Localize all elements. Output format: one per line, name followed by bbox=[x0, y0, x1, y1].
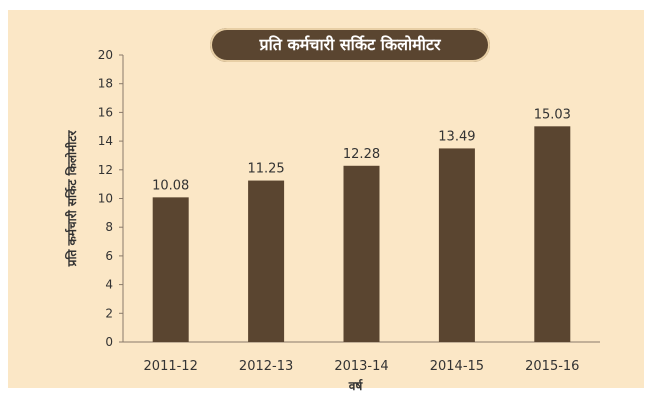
y-tick-label: 0 bbox=[105, 335, 113, 349]
bar-2014-15 bbox=[438, 148, 475, 342]
y-tick-label: 8 bbox=[105, 220, 113, 234]
bar-2015-16 bbox=[534, 126, 571, 342]
bar-value-label: 12.28 bbox=[343, 147, 380, 162]
y-tick-label: 6 bbox=[105, 249, 113, 263]
x-axis-labels: 2011-12 2012-13 2013-14 2014-15 2015-16 bbox=[144, 359, 580, 374]
x-tick-label: 2012-13 bbox=[239, 359, 293, 374]
y-tick-label: 12 bbox=[98, 163, 113, 177]
bar-2012-13 bbox=[248, 180, 285, 342]
y-tick-label: 10 bbox=[98, 192, 113, 206]
bar-2011-12 bbox=[152, 197, 189, 342]
x-tick-label: 2011-12 bbox=[144, 359, 198, 374]
x-axis-label: वर्ष bbox=[348, 379, 364, 393]
bars: 10.08 11.25 12.28 13.49 15.03 bbox=[152, 107, 571, 342]
y-tick-label: 16 bbox=[98, 105, 113, 119]
bar-value-label: 15.03 bbox=[534, 107, 571, 122]
y-tick-label: 4 bbox=[105, 278, 113, 292]
bar-2013-14 bbox=[343, 165, 380, 342]
x-tick-label: 2015-16 bbox=[525, 359, 579, 374]
y-axis-label: प्रति कर्मचारी सर्किट किलोमीटर bbox=[65, 130, 79, 268]
chart-title: प्रति कर्मचारी सर्किट किलोमीटर bbox=[210, 28, 490, 62]
y-tick-label: 14 bbox=[98, 134, 113, 148]
x-tick-label: 2014-15 bbox=[430, 359, 484, 374]
y-tick-label: 2 bbox=[105, 306, 113, 320]
y-tick-label: 18 bbox=[98, 77, 113, 91]
y-tick-label: 20 bbox=[98, 48, 113, 62]
bar-value-label: 10.08 bbox=[152, 178, 189, 193]
y-axis-ticks: 0 2 4 6 8 10 12 14 16 18 20 bbox=[98, 48, 123, 349]
bar-value-label: 11.25 bbox=[247, 162, 284, 177]
bar-value-label: 13.49 bbox=[438, 129, 475, 144]
x-tick-label: 2013-14 bbox=[334, 359, 388, 374]
